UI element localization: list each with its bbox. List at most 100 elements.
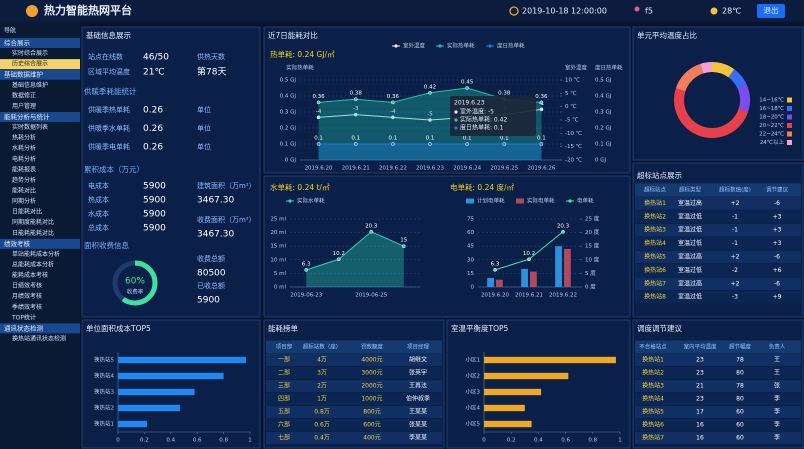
logout-button[interactable] (757, 4, 785, 18)
menu-item[interactable]: 同期分析 (12, 197, 36, 205)
info-value: 5900 (197, 296, 220, 306)
table-header: 罚款额度 (361, 343, 384, 351)
table-row-bg (266, 393, 442, 405)
axis-title: 室外温度 (565, 64, 588, 72)
pie-slice (737, 83, 750, 112)
menu-item[interactable]: 能耗报表 (12, 165, 36, 173)
info-label: 供暖季电单耗 (88, 142, 130, 151)
table-cell: 换热站3 (642, 382, 664, 390)
panel (81, 26, 261, 318)
point (353, 97, 358, 102)
data-label: 10.2 (333, 251, 345, 257)
menu-item[interactable]: 月绩效考核 (12, 292, 42, 300)
legend-label: 实际热单耗 (447, 42, 475, 50)
sidebar (0, 22, 80, 449)
menu-item[interactable]: 日能耗能耗对比 (12, 229, 54, 237)
x-tick-label: 1 (248, 438, 252, 444)
point (493, 268, 497, 272)
menu-group[interactable]: 绩效考核 (4, 239, 31, 248)
data-label: 20.3 (557, 223, 570, 229)
table-cell: 16 (696, 435, 704, 442)
x-tick-label: 2019.6.25 (490, 166, 518, 172)
table-cell: +2 (731, 280, 740, 287)
bar (484, 356, 616, 364)
y3-tick-label: 0.4 GJ (595, 94, 612, 100)
table-cell: 王某某 (409, 409, 427, 416)
table-row-bg (635, 367, 801, 379)
menu-item[interactable]: 单站能耗成本分析 (12, 250, 60, 258)
menu-item[interactable]: 能耗对比 (12, 186, 36, 194)
data-label: 0.1 (537, 136, 546, 142)
table-cell: 800元 (363, 409, 380, 416)
menu-item[interactable]: 实时综合展示 (12, 49, 48, 57)
table-cell: -6 (774, 280, 780, 287)
section-title: 累积成本（万元） (84, 164, 144, 174)
point (304, 268, 309, 272)
table-header: 超标站数（座） (303, 343, 342, 351)
menu-item[interactable]: 日能耗对比 (12, 208, 42, 216)
legend-marker (787, 131, 792, 137)
x-tick-label: 0.6 (193, 438, 202, 444)
info-label: 供热天数 (197, 52, 225, 61)
table-row-bg (635, 210, 801, 223)
panel-title: 基础信息展示 (86, 30, 131, 40)
table-row-bg (635, 237, 801, 250)
menu-group[interactable]: 能耗分析与统计 (4, 112, 50, 121)
tooltip-item: 度日热单耗: 0.1 (460, 124, 504, 132)
menu-item[interactable]: 用户管理 (12, 102, 36, 110)
x-tick-label: 2019-06-23 (290, 293, 322, 299)
logout-label[interactable]: 退出 (764, 5, 779, 15)
menu-item[interactable]: 能耗成本考核 (12, 271, 48, 279)
menu-item[interactable]: 热耗分析 (12, 134, 36, 142)
table-cell: 一部 (278, 356, 290, 364)
table-cell: 0.4万 (314, 435, 330, 442)
menu-group[interactable]: 通讯状态检测 (4, 323, 44, 332)
info-label: 供暖季热单耗 (88, 105, 130, 114)
menu-item[interactable]: 换热站通讯状态检测 (12, 334, 66, 342)
bar (118, 420, 148, 428)
y2-tick-label: -10 ℃ (565, 130, 582, 137)
y-tick-label: 0.5 GJ (280, 78, 297, 84)
menu-item[interactable]: 同期度能耗对比 (12, 218, 54, 226)
menu-item[interactable]: 季绩效考核 (12, 303, 42, 311)
x-tick-label: 0.8 (219, 438, 228, 444)
menu-item[interactable]: TOP统计 (11, 313, 36, 321)
table-cell: 1000元 (361, 396, 382, 403)
table-cell: 室温过高 (678, 253, 702, 261)
weather: 28℃ (722, 7, 741, 16)
y-tick-label: 换热站5 (94, 356, 115, 364)
info-unit: 单位 (197, 105, 211, 114)
panel-title: 调度调节建议 (637, 323, 682, 333)
table-cell: 换热站4 (644, 239, 666, 247)
menu-group[interactable]: 基础数据维护 (4, 70, 43, 79)
x-tick-label: 0.4 (534, 438, 543, 444)
menu-item[interactable]: 趋势分析 (12, 176, 36, 184)
table-row-bg (266, 432, 442, 444)
menu-group[interactable]: 综合展示 (4, 38, 31, 47)
datetime: 2019-10-18 12:00:00 (522, 7, 607, 16)
table-row-bg (266, 380, 442, 392)
gauge-label: 收费率 (127, 288, 144, 296)
legend-label: 16~18℃ (759, 105, 784, 112)
info-value: 第78天 (197, 66, 226, 78)
table-row-bg (635, 380, 801, 392)
table-cell: 21 (696, 383, 704, 390)
table-cell: 16 (696, 422, 704, 429)
menu-item[interactable]: 总能耗成本分析 (12, 260, 54, 268)
menu-item[interactable]: 实时数据列表 (12, 123, 48, 131)
info-value: 0.26 (143, 124, 163, 134)
table-cell: 李 (774, 434, 780, 442)
point (336, 257, 341, 262)
y3-tick-label: 0.1 GJ (595, 142, 612, 148)
menu-item[interactable]: 日绩效考核 (12, 282, 42, 290)
y2-tick-label: 5 ℃ (565, 90, 576, 97)
menu-item[interactable]: 水耗分析 (12, 144, 36, 152)
x-tick-label: 0.6 (561, 438, 570, 444)
menu-item[interactable]: 历史综合展示 (12, 60, 48, 68)
menu-item[interactable]: 基础信息维护 (12, 81, 48, 89)
bar (555, 246, 562, 287)
data-label: 0.36 (535, 94, 548, 100)
legend-label: 24℃以上 (760, 138, 785, 146)
menu-item[interactable]: 数据修正 (12, 91, 36, 99)
menu-item[interactable]: 电耗分析 (12, 155, 36, 163)
